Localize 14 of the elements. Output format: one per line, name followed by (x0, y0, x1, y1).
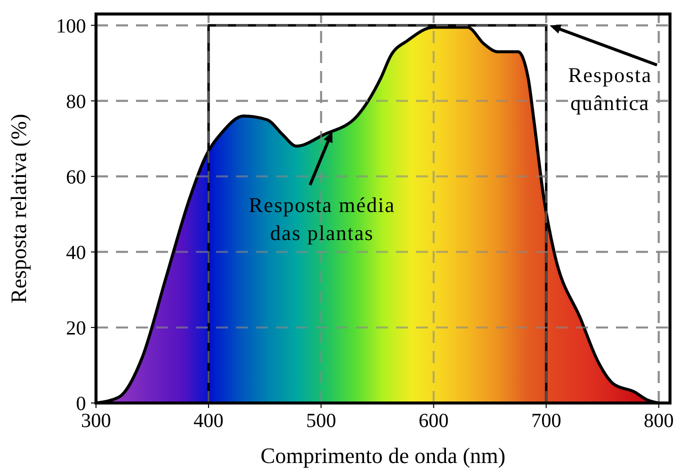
y-tick-label: 40 (66, 242, 86, 264)
annotation: Resposta quântica (568, 63, 652, 115)
y-tick-label: 80 (66, 90, 86, 113)
x-tick-label: 500 (306, 410, 336, 432)
y-tick-label: 100 (56, 15, 86, 38)
x-tick-label: 400 (194, 410, 224, 432)
y-axis-title: Resposta relativa (%) (6, 114, 31, 304)
x-tick-label: 800 (644, 410, 674, 432)
x-tick-label: 600 (418, 410, 449, 432)
y-tick-label: 60 (66, 166, 86, 188)
y-tick-label: 20 (66, 317, 86, 340)
x-axis-title: Comprimento de onda (nm) (260, 443, 506, 468)
annotation: Resposta média das plantas (248, 193, 396, 245)
x-tick-label: 700 (531, 410, 562, 432)
